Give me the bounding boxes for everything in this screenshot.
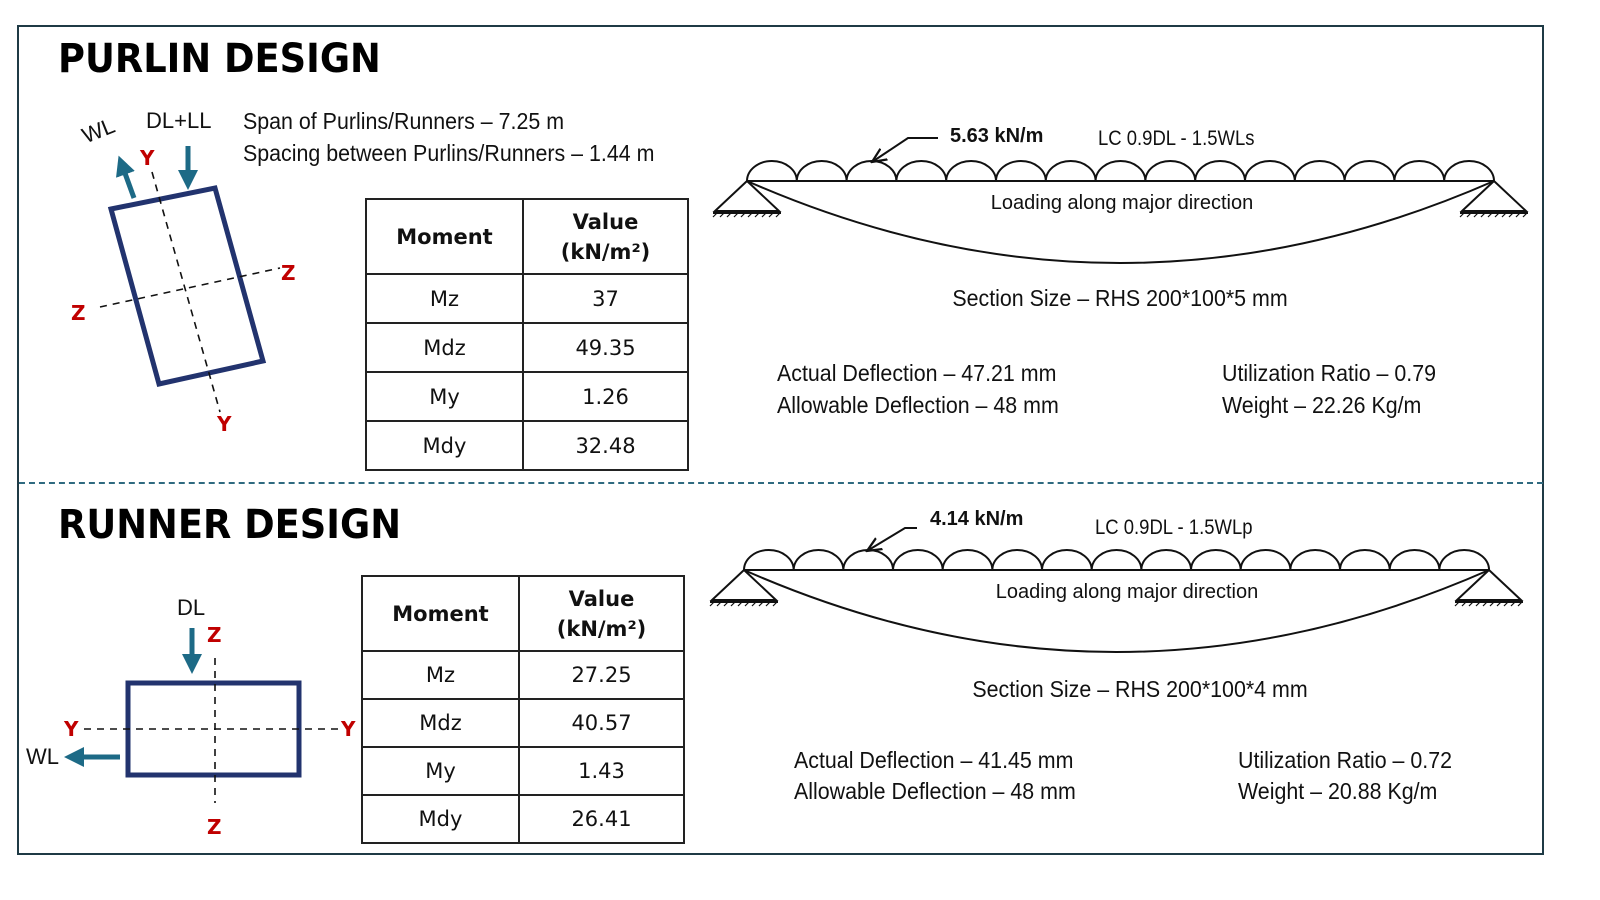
purlin-rhs-outline: [107, 185, 267, 387]
runner-dl-label: DL: [177, 595, 206, 620]
table-row: My 1.26: [365, 371, 689, 422]
purlin-axis-y-top: Y: [140, 146, 155, 170]
runner-udl-label: 4.14 kN/m: [930, 508, 1024, 530]
outer-frame: [17, 25, 1544, 855]
moment-cell: Mdz: [365, 322, 524, 373]
runner-axis-y-left: Y: [64, 717, 79, 741]
header-value: Value (kN/m²): [522, 198, 689, 275]
runner-axis-z-top: Z: [207, 623, 222, 647]
runner-wl-label: WL: [26, 744, 59, 769]
moment-cell: My: [365, 371, 524, 422]
value-cell: 1.43: [518, 746, 685, 796]
runner-title: RUNNER DESIGN: [58, 502, 401, 548]
purlin-actual-deflection: Actual Deflection – 47.21 mm: [777, 360, 1057, 386]
moment-cell: Mz: [361, 650, 520, 700]
runner-axis-z-bottom: Z: [207, 815, 222, 839]
value-cell: 1.26: [522, 371, 689, 422]
value-cell: 40.57: [518, 698, 685, 748]
purlin-axis-y-bottom: Y: [217, 412, 232, 436]
runner-beam-caption: Loading along major direction: [995, 581, 1259, 603]
table-row: Mdz 49.35: [365, 322, 689, 373]
table-header-row: Moment Value (kN/m²): [365, 198, 689, 275]
value-cell: 26.41: [518, 794, 685, 844]
purlin-axis-z-left: Z: [71, 301, 86, 325]
purlin-weight: Weight – 22.26 Kg/m: [1222, 392, 1422, 418]
table-row: Mdy 32.48: [365, 420, 689, 471]
runner-axis-y-right: Y: [341, 717, 356, 741]
value-cell: 37: [522, 273, 689, 324]
moment-cell: Mz: [365, 273, 524, 324]
purlin-moment-table: Moment Value (kN/m²) Mz 37 Mdz 49.35 My 1…: [365, 198, 689, 471]
header-value: Value (kN/m²): [518, 575, 685, 652]
purlin-spacing-text: Spacing between Purlins/Runners – 1.44 m: [243, 140, 655, 166]
purlin-beam-caption: Loading along major direction: [990, 192, 1254, 214]
runner-utilization-ratio: Utilization Ratio – 0.72: [1238, 747, 1453, 773]
purlin-section-size: Section Size – RHS 200*100*5 mm: [952, 285, 1288, 311]
purlin-load-case: LC 0.9DL - 1.5WLs: [1098, 127, 1255, 150]
value-cell: 49.35: [522, 322, 689, 373]
moment-cell: Mdy: [365, 420, 524, 471]
purlin-axis-z-right: Z: [281, 261, 296, 285]
section-divider: [19, 482, 1543, 484]
runner-allowable-deflection: Allowable Deflection – 48 mm: [794, 778, 1076, 804]
purlin-udl-label: 5.63 kN/m: [950, 125, 1044, 147]
moment-cell: Mdz: [361, 698, 520, 748]
runner-moment-table: Moment Value (kN/m²) Mz 27.25 Mdz 40.57 M…: [361, 575, 685, 844]
runner-actual-deflection: Actual Deflection – 41.45 mm: [794, 747, 1074, 773]
header-moment: Moment: [361, 575, 520, 652]
value-cell: 32.48: [522, 420, 689, 471]
purlin-dlll-label: DL+LL: [146, 108, 212, 133]
purlin-title: PURLIN DESIGN: [58, 36, 381, 82]
value-cell: 27.25: [518, 650, 685, 700]
purlin-utilization-ratio: Utilization Ratio – 0.79: [1222, 360, 1437, 386]
header-moment: Moment: [365, 198, 524, 275]
table-row: My 1.43: [361, 746, 685, 796]
moment-cell: My: [361, 746, 520, 796]
purlin-allowable-deflection: Allowable Deflection – 48 mm: [777, 392, 1059, 418]
table-row: Mdy 26.41: [361, 794, 685, 844]
purlin-span-text: Span of Purlins/Runners – 7.25 m: [243, 108, 565, 134]
runner-weight: Weight – 20.88 Kg/m: [1238, 778, 1438, 804]
table-row: Mdz 40.57: [361, 698, 685, 748]
moment-cell: Mdy: [361, 794, 520, 844]
runner-section-size: Section Size – RHS 200*100*4 mm: [972, 676, 1308, 702]
table-row: Mz 27.25: [361, 650, 685, 700]
table-header-row: Moment Value (kN/m²): [361, 575, 685, 652]
runner-load-case: LC 0.9DL - 1.5WLp: [1095, 516, 1253, 539]
table-row: Mz 37: [365, 273, 689, 324]
